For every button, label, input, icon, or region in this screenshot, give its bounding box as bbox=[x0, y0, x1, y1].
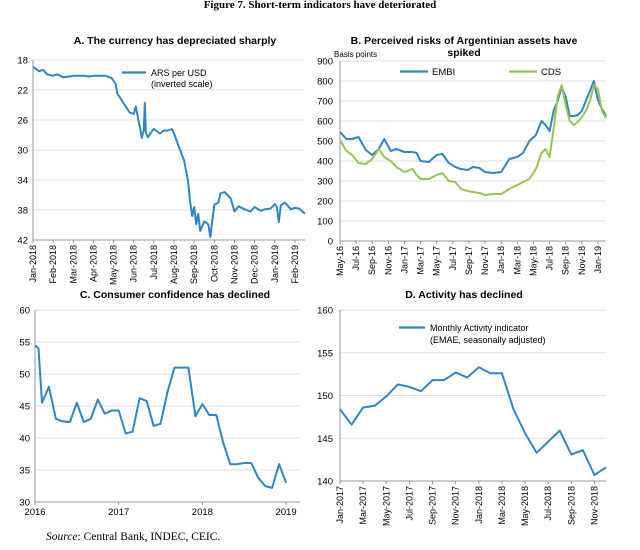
panel-c-ytick-label: 40 bbox=[19, 434, 30, 445]
panel-b-ytick-label: 500 bbox=[317, 137, 333, 148]
panel-a-legend-label: (inverted scale) bbox=[151, 79, 213, 89]
panel-a-xtick-label: Apr-2018 bbox=[88, 245, 98, 282]
panel-a-xtick-label: Dec-2018 bbox=[250, 245, 260, 284]
panel-b-ytick-label: 400 bbox=[317, 157, 333, 168]
panel-b-xtick-label: Sep-17 bbox=[464, 246, 474, 275]
panel-d-xtick-label: May-2017 bbox=[381, 486, 391, 526]
panel-d-legend-label: (EMAE, seasonally adjusted) bbox=[430, 335, 546, 345]
panel-a-xtick-label: Mar-2018 bbox=[68, 245, 78, 284]
source-text: : Central Bank, INDEC, CEIC. bbox=[77, 531, 221, 543]
panel-c-ytick-label: 45 bbox=[19, 402, 30, 413]
panel-a-series-line-1 bbox=[32, 66, 306, 238]
panel-d-xtick-label: Jan-2017 bbox=[335, 486, 345, 524]
panel-b-legend-label: CDS bbox=[541, 67, 561, 78]
panel-c-ytick-label: 50 bbox=[19, 370, 30, 381]
panel-b-xtick-label: Jul-18 bbox=[545, 246, 555, 271]
panel-a-ytick-label: 18 bbox=[17, 56, 28, 67]
panel-d-ytick-label: 155 bbox=[317, 348, 333, 359]
panel-a-xtick-label: Feb-2018 bbox=[48, 245, 58, 284]
panel-c-xtick-label: 2019 bbox=[275, 507, 296, 518]
panel-a-ytick-label: 26 bbox=[17, 116, 28, 127]
panel-b-xtick-label: Jul-17 bbox=[448, 246, 458, 271]
panel-d-legend-label: Monthly Activity indicator bbox=[430, 323, 529, 333]
panel-b-ytick-label: 900 bbox=[317, 57, 333, 68]
panel-d-xtick-label: Jul-2017 bbox=[404, 486, 414, 521]
panel-b-xtick-label: Sep-18 bbox=[561, 246, 571, 275]
panel-b-xtick-label: Mar-17 bbox=[416, 246, 426, 275]
panel-d-xtick-label: Jan-2018 bbox=[474, 486, 484, 524]
panel-b-xtick-label: Mar-18 bbox=[512, 246, 522, 275]
panel-d-series-line-1 bbox=[339, 366, 607, 476]
panel-d-ytick-label: 145 bbox=[317, 434, 333, 445]
panel-a-xtick-label: Jun-2018 bbox=[129, 245, 139, 283]
panel-a-ytick-label: 38 bbox=[17, 206, 28, 217]
panel-b-title-line-1: B. Perceived risks of Argentinian assets… bbox=[351, 35, 578, 47]
panel-b-series-line-2 bbox=[339, 84, 607, 196]
panel-b-legend-label: EMBI bbox=[432, 67, 455, 78]
panel-a-ytick-label: 30 bbox=[17, 146, 28, 157]
panel-b-ytick-label: 100 bbox=[317, 217, 333, 228]
panel-b-xtick-label: Jan-17 bbox=[399, 246, 409, 274]
panel-d-ytick-label: 160 bbox=[317, 306, 333, 317]
panel-d-xtick-label: Mar-2018 bbox=[497, 486, 507, 525]
panel-b-xtick-label: Jan-19 bbox=[593, 246, 603, 274]
panel-a-xtick-label: Aug-2018 bbox=[169, 245, 179, 284]
panel-d-title: D. Activity has declined bbox=[405, 289, 522, 301]
panel-b-ytick-label: 300 bbox=[317, 177, 333, 188]
panel-b-ytick-label: 0 bbox=[328, 237, 333, 248]
panel-b-xtick-label: Nov-18 bbox=[577, 246, 587, 275]
panel-d-xtick-label: Sep-2018 bbox=[566, 486, 576, 525]
panel-c-xtick-label: 2018 bbox=[192, 507, 213, 518]
panel-c-xtick-label: 2017 bbox=[108, 507, 129, 518]
panel-a-ytick-label: 42 bbox=[17, 236, 28, 247]
panel-b-ytick-label: 700 bbox=[317, 97, 333, 108]
panel-b-series-line-1 bbox=[339, 80, 607, 174]
panel-c-ytick-label: 35 bbox=[19, 466, 30, 477]
panel-a-xtick-label: Sep-2018 bbox=[189, 245, 199, 284]
panel-b-ytick-label: 200 bbox=[317, 197, 333, 208]
panel-c-ytick-label: 30 bbox=[19, 498, 30, 509]
panel-d-xtick-label: Sep-2017 bbox=[428, 486, 438, 525]
panel-a-xtick-label: Jul-2018 bbox=[149, 245, 159, 280]
panel-b-xtick-label: Nov-17 bbox=[480, 246, 490, 275]
panel-b-xtick-label: Sep-16 bbox=[367, 246, 377, 275]
panel-b-ytick-label: 800 bbox=[317, 77, 333, 88]
panel-d-ytick-label: 140 bbox=[317, 477, 333, 488]
panel-b-xtick-label: Nov-16 bbox=[383, 246, 393, 275]
panel-b-xtick-label: Jul-16 bbox=[351, 246, 361, 271]
panel-b-xtick-label: May-16 bbox=[335, 246, 345, 276]
panel-a-ytick-label: 34 bbox=[17, 176, 28, 187]
panel-c-ytick-label: 55 bbox=[19, 338, 30, 349]
panel-a-xtick-label: Oct-2018 bbox=[209, 245, 219, 282]
panel-a-legend-label: ARS per USD bbox=[151, 68, 207, 78]
panel-b-xtick-label: May-18 bbox=[528, 246, 538, 276]
panel-b-ytick-label: 600 bbox=[317, 117, 333, 128]
panel-b-ylabel-note: Basis points bbox=[334, 50, 377, 59]
panel-c-ytick-label: 60 bbox=[19, 306, 30, 317]
panel-d-xtick-label: Jul-2018 bbox=[543, 486, 553, 521]
panel-a-title: A. The currency has depreciated sharply bbox=[74, 35, 277, 47]
panel-b-title-line-2: spiked bbox=[447, 47, 480, 59]
panel-b-xtick-label: Jan-18 bbox=[496, 246, 506, 274]
panel-c-series-line-1 bbox=[34, 344, 288, 489]
panel-d-xtick-label: Nov-2018 bbox=[589, 486, 599, 525]
figure-title: Figure 7. Short-term indicators have det… bbox=[203, 0, 437, 11]
panel-c-title: C. Consumer confidence has declined bbox=[80, 289, 270, 301]
panel-a-xtick-label: Feb-2019 bbox=[290, 245, 300, 284]
panel-a-ytick-label: 22 bbox=[17, 86, 28, 97]
panel-a-xtick-label: May-2018 bbox=[109, 245, 119, 285]
panel-d-xtick-label: May-2018 bbox=[520, 486, 530, 526]
panel-d-xtick-label: Nov-2017 bbox=[451, 486, 461, 525]
panel-a-xtick-label: Nov-2018 bbox=[229, 245, 239, 284]
panel-d-ytick-label: 150 bbox=[317, 391, 333, 402]
panel-a-xtick-label: Jan-2019 bbox=[270, 245, 280, 283]
panel-a-xtick-label: Jan-2018 bbox=[28, 245, 38, 283]
panel-d-xtick-label: Mar-2017 bbox=[358, 486, 368, 525]
source-note: Source: Central Bank, INDEC, CEIC. bbox=[46, 531, 220, 543]
source-label: Source bbox=[46, 531, 78, 543]
panel-b-xtick-label: May-17 bbox=[432, 246, 442, 276]
panel-c-xtick-label: 2016 bbox=[24, 507, 45, 518]
